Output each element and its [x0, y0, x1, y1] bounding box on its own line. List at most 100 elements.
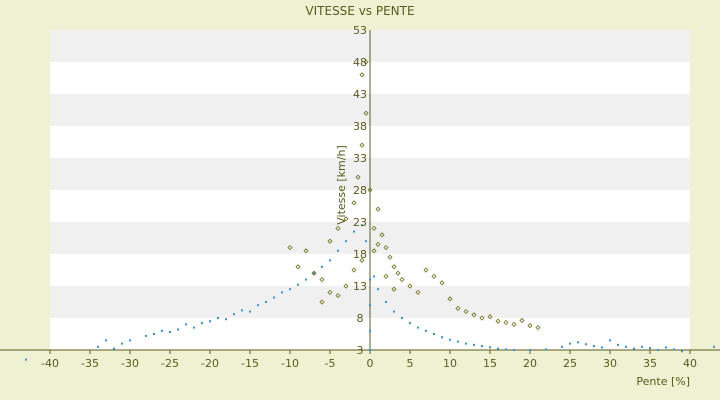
data-point	[329, 259, 331, 262]
data-point	[365, 240, 367, 243]
data-point	[335, 293, 341, 299]
x-tick-label: -15	[241, 357, 259, 370]
data-point	[321, 265, 323, 268]
data-point	[337, 249, 339, 252]
data-point	[319, 277, 325, 283]
data-point	[369, 349, 371, 351]
data-point	[449, 338, 451, 341]
data-points	[25, 59, 715, 361]
data-point	[185, 323, 187, 326]
y-tick-label: 43	[353, 88, 367, 101]
data-point	[287, 245, 293, 251]
data-point	[369, 329, 371, 332]
data-point	[681, 350, 683, 353]
data-point	[489, 346, 491, 349]
data-point	[319, 299, 325, 305]
data-point	[193, 326, 195, 329]
x-tick-label: 40	[683, 357, 697, 370]
data-point	[113, 347, 115, 350]
data-point	[401, 317, 403, 319]
data-point	[363, 59, 369, 65]
data-point	[415, 289, 421, 295]
data-point	[369, 278, 371, 281]
data-point	[25, 358, 27, 361]
data-point	[481, 345, 483, 348]
data-point	[105, 339, 107, 342]
x-tick-label: -20	[201, 357, 219, 370]
data-point	[439, 280, 445, 286]
x-tick-label: -25	[161, 357, 179, 370]
data-point	[129, 339, 131, 342]
data-point	[297, 283, 299, 286]
data-point	[593, 345, 595, 348]
data-point	[479, 315, 485, 321]
data-point	[407, 283, 413, 289]
x-tick-labels: -40 -35 -30 -25 -20 -15 -10 -5 0 5 10 15 20 25 30 35 40	[41, 357, 697, 370]
data-point	[387, 254, 393, 260]
data-point	[569, 342, 571, 345]
data-point	[417, 326, 419, 329]
data-point	[529, 349, 531, 351]
data-point	[423, 267, 429, 273]
data-point	[305, 278, 307, 281]
data-point	[145, 334, 147, 337]
data-point	[343, 216, 349, 222]
data-point	[375, 206, 381, 212]
data-point	[385, 301, 387, 303]
data-point	[367, 187, 373, 193]
data-point	[289, 288, 291, 291]
data-point	[399, 277, 405, 283]
y-tick-label: 18	[353, 248, 367, 261]
x-tick-label: 20	[523, 357, 537, 370]
data-point	[375, 241, 381, 247]
data-point	[161, 329, 163, 332]
data-point	[519, 317, 525, 324]
y-tick-label: 38	[353, 120, 367, 133]
x-axis-label: Pente [%]	[636, 375, 690, 388]
data-point	[657, 349, 659, 351]
data-point	[361, 224, 363, 227]
data-point	[487, 314, 493, 320]
data-point	[371, 248, 377, 254]
x-tick-label: -35	[81, 357, 99, 370]
data-point	[359, 142, 365, 148]
x-tick-label: -30	[121, 357, 139, 370]
data-point	[335, 225, 341, 231]
data-point	[535, 325, 541, 331]
x-tick-label: 10	[443, 357, 457, 370]
data-point	[601, 346, 603, 349]
x-tick-label: -40	[41, 357, 59, 370]
data-point	[441, 336, 443, 339]
x-axis	[0, 349, 720, 354]
data-point	[409, 322, 411, 325]
data-point	[511, 321, 517, 327]
data-point	[673, 348, 675, 351]
y-tick-label: 8	[357, 312, 364, 325]
data-point	[169, 331, 171, 334]
data-point	[327, 238, 333, 244]
data-point	[121, 342, 123, 345]
data-point	[457, 340, 459, 343]
data-point	[503, 319, 509, 326]
data-point	[395, 270, 401, 276]
data-point	[295, 264, 301, 270]
data-point	[463, 309, 469, 315]
data-point	[209, 320, 211, 323]
data-point	[545, 348, 547, 351]
data-point	[617, 343, 619, 346]
data-point	[355, 174, 361, 180]
data-point	[233, 313, 235, 316]
data-point	[177, 328, 179, 331]
data-point	[649, 347, 651, 350]
data-point	[201, 322, 203, 325]
data-point	[249, 310, 251, 313]
data-point	[393, 310, 395, 313]
data-point	[359, 72, 365, 78]
data-point	[363, 110, 369, 116]
x-tick-label: -10	[281, 357, 299, 370]
x-tick-label: 0	[367, 357, 374, 370]
data-point	[303, 248, 309, 254]
data-point	[561, 345, 563, 348]
